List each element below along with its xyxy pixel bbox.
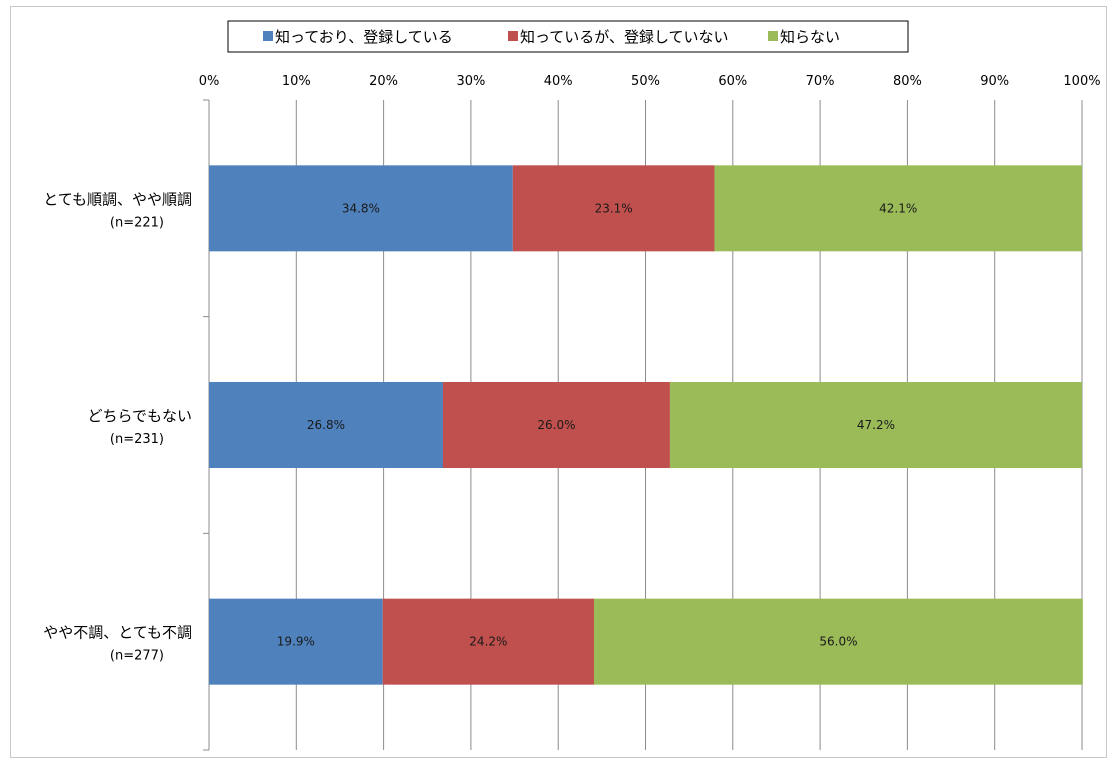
- category-sample-size: (n=277): [110, 649, 164, 664]
- category-sample-size: (n=231): [110, 432, 164, 447]
- bar-segment: [593, 598, 1083, 685]
- x-tick-label: 10%: [282, 74, 311, 89]
- bar-segment: [209, 165, 513, 252]
- bar-segment: [512, 165, 715, 252]
- category-label: とても順調、やや順調: [43, 190, 192, 208]
- bar-data-label: 56.0%: [819, 635, 857, 649]
- bar-segment: [442, 382, 670, 468]
- bar-segment: [669, 382, 1082, 468]
- bar-segment: [714, 165, 1082, 252]
- bar-data-label: 26.0%: [537, 418, 575, 432]
- x-tick-label: 40%: [544, 74, 573, 89]
- legend-entry: 知っており、登録している: [275, 28, 453, 46]
- bar-segment: [209, 382, 443, 468]
- bar-data-label: 23.1%: [595, 201, 633, 215]
- legend-entry: 知らない: [780, 28, 840, 46]
- category-sample-size: (n=221): [110, 215, 164, 230]
- category-label: やや不調、とても不調: [43, 624, 192, 642]
- bar-data-label: 24.2%: [469, 635, 507, 649]
- x-tick-label: 90%: [980, 74, 1009, 89]
- x-tick-label: 20%: [369, 74, 398, 89]
- bar-data-label: 34.8%: [342, 201, 380, 215]
- legend-swatch: [263, 31, 273, 41]
- x-tick-label: 30%: [456, 74, 485, 89]
- x-tick-label: 70%: [806, 74, 835, 89]
- bar-segment: [209, 598, 383, 685]
- x-tick-label: 60%: [718, 74, 747, 89]
- x-tick-label: 50%: [631, 74, 660, 89]
- legend-swatch: [768, 31, 778, 41]
- bar-segment: [382, 598, 594, 685]
- bar-data-label: 42.1%: [879, 201, 917, 215]
- x-tick-label: 100%: [1063, 74, 1100, 89]
- legend-swatch: [508, 31, 518, 41]
- bar-data-label: 26.8%: [307, 418, 345, 432]
- x-tick-label: 80%: [893, 74, 922, 89]
- bar-data-label: 47.2%: [857, 418, 895, 432]
- x-tick-label: 0%: [199, 74, 220, 89]
- legend-entry: 知っているが、登録していない: [520, 28, 729, 46]
- category-label: どちらでもない: [87, 407, 192, 425]
- legend-box: [227, 20, 909, 53]
- bar-data-label: 19.9%: [277, 635, 315, 649]
